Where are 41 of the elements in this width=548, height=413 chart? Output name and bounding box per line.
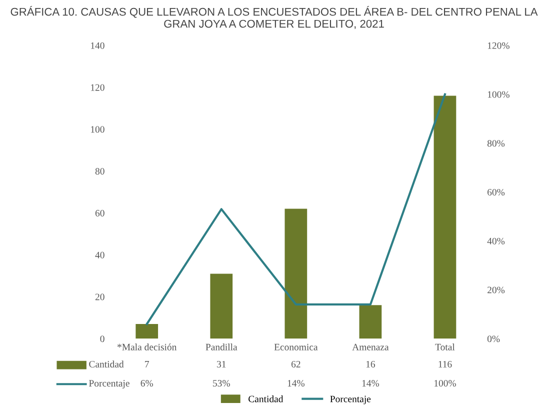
y2-tick-label: 40% bbox=[487, 238, 505, 244]
y2-tick-label: 80% bbox=[487, 140, 505, 147]
y2-tick-label: 60% bbox=[488, 188, 505, 196]
data-label: 62 bbox=[291, 360, 300, 368]
data-label: 14% bbox=[362, 380, 380, 387]
data-label: 100% bbox=[434, 380, 456, 387]
chart-title: GRÁFICA 10. CAUSAS QUE LLEVARON A LOS ENCUESTADOS DEL ÁREA B- DEL CENTRO PENAL LA GRAN JOYA A COMETER EL DELITO, 2021 bbox=[10, 6, 538, 30]
text: Porcentaje bbox=[330, 396, 371, 404]
y2-tick-label: 100% bbox=[488, 91, 510, 98]
bar bbox=[284, 208, 308, 339]
bar bbox=[136, 324, 158, 339]
y-tick-label: 100 bbox=[91, 126, 104, 133]
data-label: 7 bbox=[145, 361, 150, 368]
x-tick-label: *Mala decisión bbox=[118, 344, 177, 350]
y-tick-label: 0 bbox=[100, 336, 104, 342]
bar bbox=[434, 96, 456, 339]
data-label: 16 bbox=[366, 360, 376, 368]
data-label: 53% bbox=[213, 380, 230, 387]
y-tick-label: 140 bbox=[91, 42, 104, 49]
text: Cantidad bbox=[248, 395, 284, 402]
line-series bbox=[146, 93, 446, 326]
bar bbox=[210, 274, 233, 339]
data-label: 116 bbox=[438, 360, 452, 368]
data-label: 14% bbox=[288, 380, 304, 387]
x-tick-label: Economica bbox=[274, 344, 318, 350]
x-tick-label: Pandilla bbox=[206, 344, 238, 350]
data-label: 6% bbox=[140, 380, 154, 387]
y2-tick-label: 120% bbox=[488, 42, 510, 49]
y-tick-label: 20 bbox=[95, 294, 104, 300]
x-tick-label: Total bbox=[435, 344, 455, 350]
y2-tick-label: 0% bbox=[487, 336, 500, 342]
y-tick-label: 40 bbox=[95, 252, 104, 258]
legend-label: Cantidad bbox=[89, 360, 124, 368]
y-tick-label: 80 bbox=[95, 168, 104, 175]
y2-tick-label: 20% bbox=[488, 286, 505, 294]
legend-label: Porcentaje bbox=[89, 380, 130, 389]
y-tick-label: 60 bbox=[95, 210, 104, 216]
data-label: 31 bbox=[216, 360, 226, 368]
x-tick-label: Amenaza bbox=[352, 344, 389, 350]
bar bbox=[359, 305, 382, 339]
y-tick-label: 120 bbox=[91, 84, 104, 91]
